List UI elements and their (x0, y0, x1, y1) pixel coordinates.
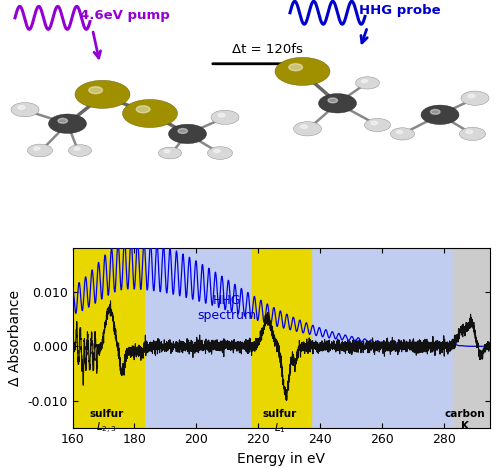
Circle shape (214, 150, 220, 153)
Circle shape (208, 146, 233, 160)
Circle shape (318, 94, 356, 113)
Circle shape (18, 106, 25, 110)
Text: Δt = 120fs: Δt = 120fs (232, 43, 303, 56)
Circle shape (466, 130, 472, 133)
Circle shape (178, 129, 188, 133)
Bar (144, 248, 453, 428)
X-axis label: Energy in eV: Energy in eV (238, 452, 325, 466)
Circle shape (34, 147, 40, 150)
Circle shape (430, 110, 440, 114)
Circle shape (158, 147, 182, 159)
Circle shape (58, 118, 68, 123)
Circle shape (136, 106, 150, 113)
Circle shape (164, 150, 170, 153)
Circle shape (468, 94, 475, 98)
Circle shape (11, 102, 39, 117)
Text: HHG probe: HHG probe (359, 4, 441, 17)
Text: 4.6eV pump: 4.6eV pump (80, 9, 170, 22)
Circle shape (28, 144, 52, 157)
Circle shape (68, 145, 92, 156)
Circle shape (218, 113, 225, 117)
Bar (252, 248, 310, 428)
Circle shape (362, 80, 368, 82)
Circle shape (289, 64, 302, 71)
Circle shape (122, 100, 178, 127)
Y-axis label: Δ Absorbance: Δ Absorbance (8, 290, 22, 386)
Circle shape (371, 121, 378, 124)
Text: HHG
spectrum: HHG spectrum (198, 294, 256, 322)
Circle shape (168, 124, 206, 144)
Circle shape (421, 105, 459, 124)
Bar (72, 248, 144, 428)
Circle shape (300, 125, 308, 128)
Circle shape (364, 118, 390, 132)
Bar (453, 248, 490, 428)
Bar (252, 248, 310, 428)
Circle shape (75, 80, 130, 109)
Circle shape (275, 58, 330, 86)
Circle shape (390, 128, 414, 140)
Text: sulfur
$L_1$: sulfur $L_1$ (262, 409, 297, 435)
Circle shape (294, 122, 322, 136)
Text: sulfur
$L_{2,3}$: sulfur $L_{2,3}$ (90, 409, 124, 436)
Circle shape (48, 114, 86, 133)
Circle shape (460, 127, 485, 140)
Circle shape (356, 77, 380, 89)
Circle shape (89, 87, 102, 94)
Circle shape (396, 131, 402, 133)
Circle shape (328, 98, 338, 103)
Circle shape (74, 147, 80, 150)
Text: carbon
K: carbon K (445, 409, 486, 431)
Circle shape (461, 91, 489, 105)
Bar (72, 248, 144, 428)
Circle shape (211, 110, 239, 124)
